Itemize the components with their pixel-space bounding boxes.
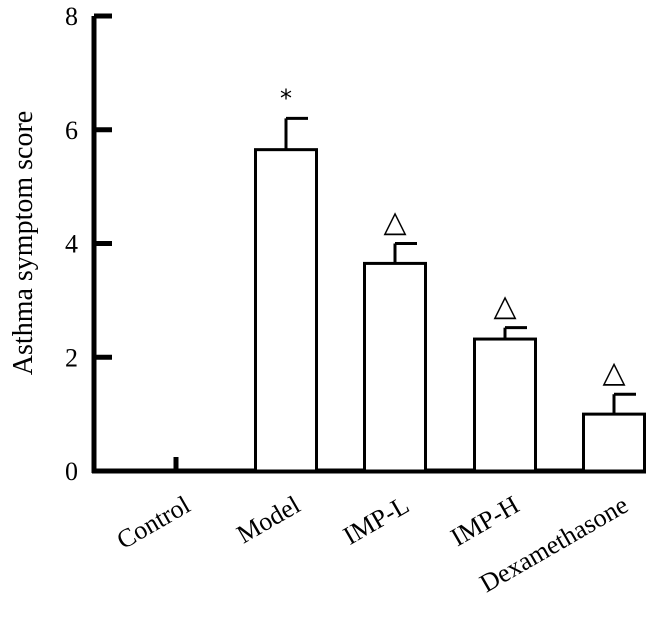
significance-triangle: △ bbox=[602, 355, 625, 390]
y-tick-label: 0 bbox=[65, 457, 78, 486]
bar bbox=[473, 337, 537, 473]
y-tick-label: 4 bbox=[65, 230, 78, 259]
bar bbox=[582, 412, 646, 473]
x-category-label: IMP-L bbox=[338, 490, 414, 551]
y-axis bbox=[91, 13, 112, 474]
x-category-label: Control bbox=[112, 490, 195, 555]
y-axis-title: Asthma symptom score bbox=[8, 111, 39, 375]
tick-labels-group: 0 2 4 6 8 bbox=[65, 2, 78, 486]
bar bbox=[363, 261, 427, 473]
significance-asterisk: * bbox=[280, 84, 292, 112]
significance-triangle: △ bbox=[493, 289, 516, 324]
significance-triangle: △ bbox=[383, 205, 406, 240]
y-tick-label: 8 bbox=[65, 2, 78, 31]
y-tick-label: 2 bbox=[65, 343, 78, 372]
bars-group: * △ △ △ bbox=[254, 84, 646, 473]
y-tick-label: 6 bbox=[65, 116, 78, 145]
x-category-label: Model bbox=[232, 490, 305, 549]
bar bbox=[254, 148, 318, 473]
x-category-label: IMP-H bbox=[446, 490, 524, 552]
